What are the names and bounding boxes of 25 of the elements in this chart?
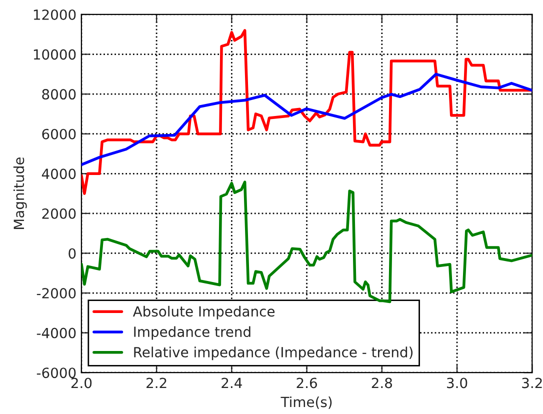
x-tick-label: 2.6 <box>296 378 317 388</box>
y-tick-label: 0 <box>68 248 76 259</box>
y-tick-label: 4000 <box>42 168 76 180</box>
x-tick-label: 3.2 <box>522 378 542 388</box>
x-tick-label: 2.2 <box>146 378 166 388</box>
y-tick-label: 8000 <box>42 89 76 100</box>
line-series <box>81 29 532 195</box>
x-tick-label: 2.8 <box>372 378 392 388</box>
line-series <box>81 180 532 304</box>
y-tick-label: 6000 <box>42 128 76 140</box>
y-tick-label: 2000 <box>42 208 76 219</box>
x-axis-title: Time(s) <box>280 396 332 409</box>
x-tick-label: 3.0 <box>447 378 468 388</box>
y-tick-label: -2000 <box>36 288 76 298</box>
x-tick-label: 2.4 <box>222 378 242 388</box>
legend-label: Impedance trend <box>134 326 250 340</box>
y-tick-label: 12000 <box>34 9 76 20</box>
legend-label: Absolute Impedance <box>132 306 275 320</box>
x-tick-label: 2.0 <box>71 378 92 388</box>
y-tick-label: -6000 <box>36 368 76 378</box>
y-axis-title: Magnitude <box>13 157 27 229</box>
legend-label: Relative impedance (Impedance - trend) <box>134 346 413 360</box>
line-series <box>81 72 532 166</box>
y-tick-label: 10000 <box>34 49 76 60</box>
y-tick-label: -4000 <box>36 328 76 338</box>
